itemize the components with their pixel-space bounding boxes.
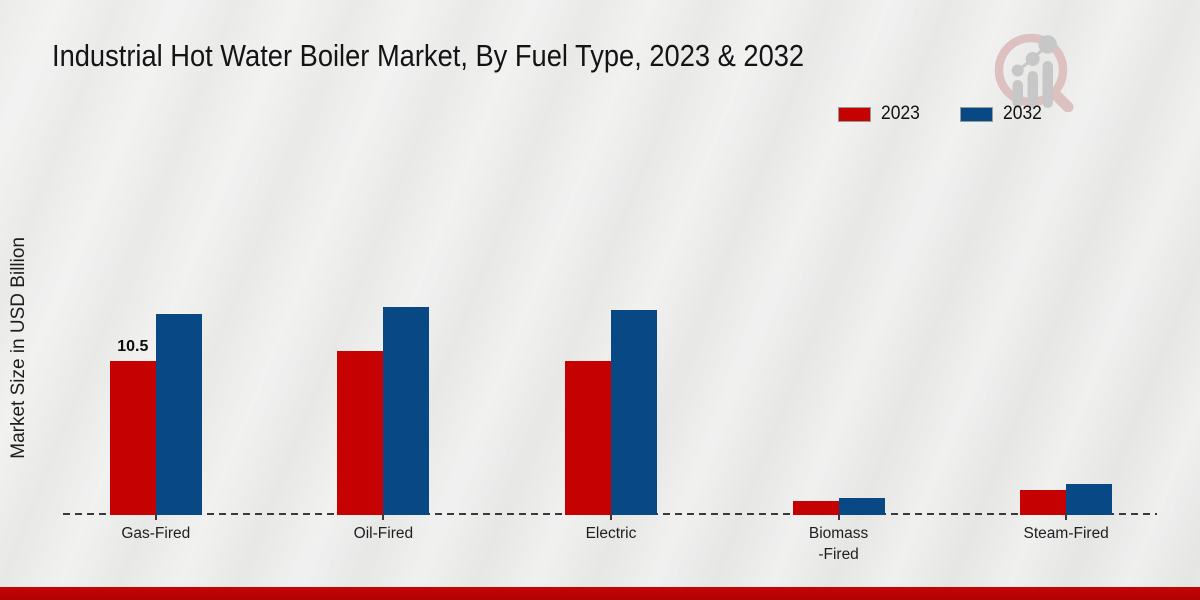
legend-swatch-2032: [959, 106, 993, 122]
legend-label-2032: 2032: [1002, 103, 1042, 124]
axis-tick: [609, 515, 612, 520]
legend-item-2032: 2032: [959, 103, 1045, 125]
bar-group-1: Oil-Fired: [270, 180, 498, 542]
bar-group-4: Steam-Fired: [952, 180, 1180, 542]
legend-swatch-2023: [838, 106, 872, 122]
bar-2032-0: [155, 314, 202, 515]
category-label-0: Gas-Fired: [121, 525, 191, 542]
bar-pair: [337, 307, 430, 515]
plot-area: 10.5 Gas-Fired Oil-Fired Electric Biomass -F…: [42, 180, 1180, 563]
y-axis-label: Market Size in USD Billion: [8, 236, 29, 459]
bar-group-3: Biomass -Fired: [725, 180, 953, 563]
axis-tick: [154, 515, 157, 520]
legend-label-2023: 2023: [881, 103, 921, 124]
bar-value-label: 10.5: [117, 338, 149, 355]
bar-group-2: Electric: [497, 180, 725, 542]
bar-group-0: 10.5 Gas-Fired: [42, 180, 270, 542]
bar-2023-2: [564, 361, 611, 515]
bar-2032-4: [1066, 484, 1113, 515]
category-label-4: Steam-Fired: [1023, 525, 1109, 542]
legend: 2023 2032: [838, 103, 1045, 125]
bar-2023-0: 10.5: [109, 338, 156, 515]
bar-2023-3: [792, 501, 839, 515]
bar-2032-3: [838, 498, 885, 515]
category-label-3: Biomass -Fired: [808, 525, 869, 563]
chart-title: Industrial Hot Water Boiler Market, By F…: [52, 38, 805, 73]
axis-tick: [837, 515, 840, 520]
bar-2032-1: [383, 307, 430, 515]
bar-pair: 10.5: [109, 314, 202, 515]
y-axis-label-wrap: Market Size in USD Billion: [8, 180, 30, 515]
category-label-1: Oil-Fired: [353, 525, 414, 542]
magnifier-bar-chart-logo-icon: [994, 33, 1074, 112]
axis-tick: [382, 515, 385, 520]
bar-2023-4: [1020, 490, 1067, 515]
bottom-accent-bar: [0, 587, 1200, 600]
bar-pair: [564, 310, 657, 515]
bar-pair: [792, 498, 885, 515]
bar-2023-1: [337, 351, 384, 515]
bar-2032-2: [610, 310, 657, 515]
category-label-2: Electric: [585, 525, 637, 542]
bar-pair: [1020, 484, 1113, 515]
legend-item-2023: 2023: [838, 103, 923, 125]
axis-tick: [1065, 515, 1068, 520]
